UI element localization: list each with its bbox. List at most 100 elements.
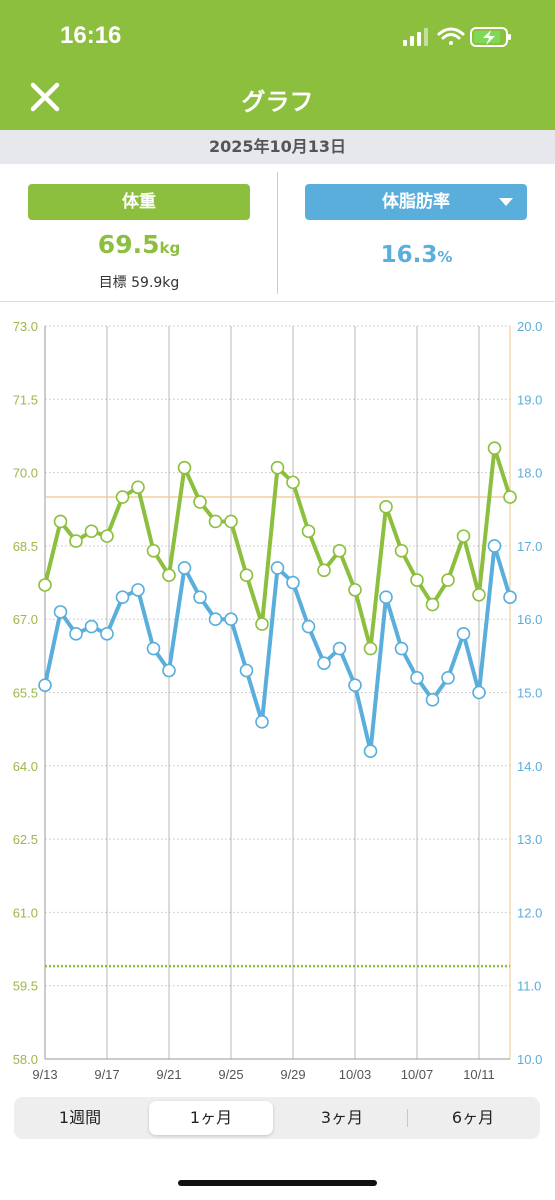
y-left-tick-label: 67.0 — [13, 612, 38, 627]
weight-data-point — [301, 524, 316, 539]
weight-number: 69.5 — [97, 230, 160, 259]
body-fat-data-point — [332, 641, 347, 656]
body-fat-data-point — [255, 715, 269, 729]
weight-data-point — [239, 568, 254, 583]
weight-data-point — [270, 460, 285, 475]
body-fat-data-point — [270, 561, 285, 575]
body-fat-data-point — [53, 605, 68, 619]
close-icon — [30, 82, 60, 112]
weight-fat-chart[interactable]: 73.0 71.5 70.0 68.5 67.0 65.5 64.0 62.5 61.0 59.5… — [0, 302, 555, 1092]
body-fat-data-point — [503, 590, 517, 605]
body-fat-data-point — [69, 627, 83, 641]
y-right-tick-label: 12.0 — [517, 905, 542, 920]
weight-data-point — [487, 441, 502, 455]
weight-data-point — [84, 524, 99, 539]
body-fat-data-point — [394, 641, 409, 656]
battery-icon — [470, 27, 511, 47]
body-fat-data-point — [162, 663, 176, 678]
page-title: グラフ — [241, 88, 314, 116]
y-left-tick-label: 71.5 — [13, 392, 38, 407]
y-right-tick-label: 17.0 — [517, 539, 542, 554]
body-fat-data-point — [472, 685, 486, 700]
x-tick-label: 9/17 — [94, 1067, 119, 1082]
y-right-tick-label: 10.0 — [517, 1052, 542, 1067]
fat-panel: 体脂肪率 16.3% — [278, 164, 555, 302]
home-indicator — [178, 1180, 377, 1186]
tab-6-months[interactable]: 6ヶ月 — [451, 1108, 495, 1127]
weight-data-point — [503, 490, 517, 504]
x-tick-label: 10/03 — [339, 1067, 372, 1082]
header-bar — [0, 0, 555, 130]
weight-data-point — [348, 583, 362, 597]
body-fat-data-point — [38, 678, 52, 692]
y-left-tick-label: 68.5 — [13, 539, 38, 554]
tab-1-month[interactable]: 1ヶ月 — [149, 1101, 273, 1135]
weight-data-point — [177, 460, 192, 475]
weight-data-point — [38, 578, 52, 592]
weight-data-point — [53, 514, 68, 529]
close-button[interactable] — [28, 80, 62, 114]
y-left-tick-label: 62.5 — [13, 832, 38, 847]
body-fat-dropdown[interactable]: 体脂肪率 — [305, 184, 527, 220]
weight-data-point — [332, 543, 347, 558]
weight-data-point — [441, 573, 455, 587]
body-fat-data-point — [193, 590, 207, 605]
x-tick-label: 9/29 — [280, 1067, 305, 1082]
body-fat-data-point — [410, 671, 424, 685]
y-right-tick-label: 13.0 — [517, 832, 542, 847]
body-fat-label: 体脂肪率 — [382, 192, 450, 212]
weight-panel: 体重 69.5kg 目標 59.9kg — [0, 164, 278, 302]
y-right-tick-label: 19.0 — [517, 392, 542, 407]
chevron-down-icon — [499, 198, 513, 206]
x-tick-label: 10/07 — [401, 1067, 434, 1082]
tab-3-months[interactable]: 3ヶ月 — [320, 1108, 364, 1127]
weight-data-point — [410, 573, 424, 587]
body-fat-data-point — [100, 627, 114, 641]
tab-separator — [407, 1109, 408, 1127]
weight-data-point — [363, 641, 378, 656]
weight-value: 69.5kg — [0, 230, 278, 259]
y-left-tick-label: 64.0 — [13, 759, 38, 774]
panel-divider — [277, 172, 278, 294]
body-fat-data-point — [348, 678, 362, 692]
weight-data-point — [472, 587, 486, 602]
weight-unit: kg — [159, 239, 181, 257]
body-fat-data-point — [487, 539, 502, 553]
weight-button[interactable]: 体重 — [28, 184, 250, 220]
weight-data-point — [162, 568, 176, 583]
weight-data-point — [69, 534, 83, 548]
body-fat-data-point — [425, 693, 440, 707]
body-fat-data-point — [441, 671, 455, 685]
signal-icon — [403, 28, 428, 46]
y-right-tick-label: 15.0 — [517, 686, 542, 701]
wifi-icon — [437, 27, 465, 45]
weight-data-point — [115, 490, 130, 504]
body-fat-data-point — [301, 619, 316, 634]
weight-data-point — [193, 495, 207, 509]
x-tick-label: 9/25 — [218, 1067, 243, 1082]
y-left-tick-label: 73.0 — [13, 319, 38, 334]
panel-divider-line — [0, 301, 555, 302]
body-fat-data-point — [239, 663, 254, 678]
y-left-tick-label: 61.0 — [13, 905, 38, 920]
weight-data-point — [255, 617, 269, 631]
y-left-tick-label: 70.0 — [13, 466, 38, 481]
body-fat-value: 16.3% — [278, 242, 555, 268]
body-fat-data-point — [286, 575, 300, 590]
goal-weight: 目標 59.9kg — [98, 275, 180, 291]
body-fat-number: 16.3 — [380, 242, 438, 268]
body-fat-data-point — [456, 627, 471, 641]
body-fat-data-point — [317, 656, 331, 670]
body-fat-data-point — [379, 590, 393, 605]
body-fat-data-point — [208, 612, 223, 627]
y-right-tick-label: 20.0 — [517, 319, 542, 334]
weight-data-point — [224, 514, 238, 529]
date-label: 2025年10月13日 — [0, 130, 555, 164]
y-right-tick-label: 11.0 — [517, 979, 541, 994]
range-selector: 1週間 1ヶ月 3ヶ月 6ヶ月 — [14, 1097, 540, 1139]
tab-1-week[interactable]: 1週間 — [58, 1108, 102, 1127]
y-left-tick-label: 65.5 — [13, 686, 38, 701]
x-tick-label: 10/11 — [463, 1067, 495, 1082]
body-fat-data-point — [363, 744, 378, 758]
weight-data-point — [131, 480, 145, 495]
